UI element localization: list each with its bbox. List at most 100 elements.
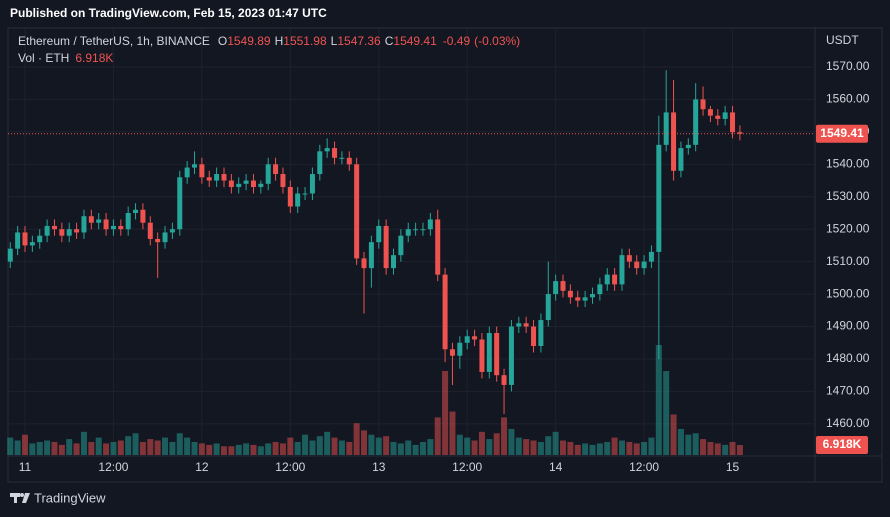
candle-body (707, 109, 713, 116)
volume-bar (545, 436, 552, 455)
volume-bar (169, 441, 176, 455)
published-note: Published on TradingView.com, Feb 15, 20… (10, 6, 327, 20)
volume-bar (250, 444, 257, 455)
volume-bar (670, 414, 677, 455)
last-price-label: 1549.41 (820, 126, 864, 140)
candle-body (405, 229, 411, 236)
x-tick-label: 12 (195, 460, 209, 474)
y-tick-label: 1500.00 (826, 286, 870, 300)
volume-bar (442, 371, 449, 455)
volume-bar (537, 441, 544, 455)
volume-bar (125, 436, 132, 455)
volume-bar (324, 431, 331, 455)
x-tick-label: 12:00 (452, 460, 482, 474)
candle-body (722, 112, 728, 119)
volume-badge (816, 435, 868, 454)
volume-bar (714, 443, 721, 455)
candle-body (604, 274, 610, 285)
candle-body (236, 183, 242, 188)
symbol: Ethereum / TetherUS, 1h, BINANCE (18, 34, 210, 48)
candle-body (66, 229, 72, 236)
candle-body (619, 255, 625, 285)
candle-body (435, 219, 441, 275)
volume-bar (7, 437, 14, 455)
volume-bar (95, 437, 102, 455)
candle-body (324, 148, 330, 152)
candle-body (700, 99, 706, 110)
candle-body (96, 219, 102, 223)
candle-body (177, 177, 183, 230)
brand: TradingView (34, 490, 106, 505)
candle-body (162, 232, 168, 243)
candle-body (346, 157, 352, 165)
volume-bar (648, 437, 655, 455)
volume-bar (626, 441, 633, 455)
candle-body (656, 144, 662, 252)
volume-bar (567, 441, 574, 455)
volume-bar (375, 437, 382, 455)
volume-bar (523, 439, 530, 455)
volume-bar (147, 439, 154, 455)
candle-body (457, 342, 463, 356)
candle-body (169, 229, 175, 233)
candle-body (508, 326, 514, 385)
volume-bar (456, 434, 463, 455)
volume-bar (22, 434, 28, 455)
volume-bar (486, 439, 493, 455)
candle-body (7, 248, 13, 262)
candle-body (531, 326, 537, 346)
change-pct: (-0.03%) (474, 34, 520, 48)
x-tick-label: 12:00 (629, 460, 659, 474)
candle-body (302, 193, 308, 195)
volume-bar (154, 440, 161, 455)
candle-body (413, 229, 419, 231)
volume-bar (552, 431, 559, 455)
volume-bar (390, 441, 397, 455)
volume-bar (700, 439, 707, 455)
candle-body (575, 297, 581, 301)
y-axis-title: USDT (826, 33, 859, 47)
x-tick-label: 12:00 (98, 460, 128, 474)
y-tick-label: 1480.00 (826, 351, 870, 365)
volume-bar (464, 437, 471, 455)
candle-body (309, 174, 315, 194)
volume-bar (501, 417, 508, 455)
candle-body (693, 99, 699, 145)
candle-body (560, 281, 566, 291)
volume-bar (596, 443, 603, 455)
volume-bar (427, 439, 434, 455)
volume-bar (419, 441, 426, 455)
y-tick-label: 1560.00 (826, 92, 870, 106)
volume-bar (560, 440, 567, 455)
candle-body (228, 180, 234, 188)
x-tick-label: 12:00 (275, 460, 305, 474)
volume-bar (663, 371, 670, 455)
volume-bar (265, 443, 272, 455)
volume-bar (191, 441, 198, 455)
volume-bar (162, 437, 169, 455)
candle-body (597, 284, 603, 295)
candle-body (273, 164, 279, 175)
candle-body (361, 258, 367, 269)
volume-bar (73, 443, 80, 455)
volume-bar (331, 437, 338, 455)
volume-bar (604, 441, 611, 455)
candle-body (192, 164, 198, 168)
candle-body (663, 112, 669, 145)
candle-body (582, 297, 588, 301)
candle-body (184, 167, 190, 178)
h-prefix: H (275, 34, 284, 48)
candle-body (295, 193, 301, 207)
volume-bar (655, 345, 662, 455)
candle-body (472, 336, 478, 340)
candle-body (538, 320, 544, 346)
volume-bar (103, 443, 110, 455)
candle-body (339, 157, 345, 159)
volume-bar (206, 444, 213, 455)
candle-body (567, 290, 573, 298)
volume-bar (29, 443, 36, 455)
volume-bar (618, 440, 625, 455)
volume-badge-label: 6.918K (823, 437, 862, 451)
candle-body (354, 164, 360, 259)
